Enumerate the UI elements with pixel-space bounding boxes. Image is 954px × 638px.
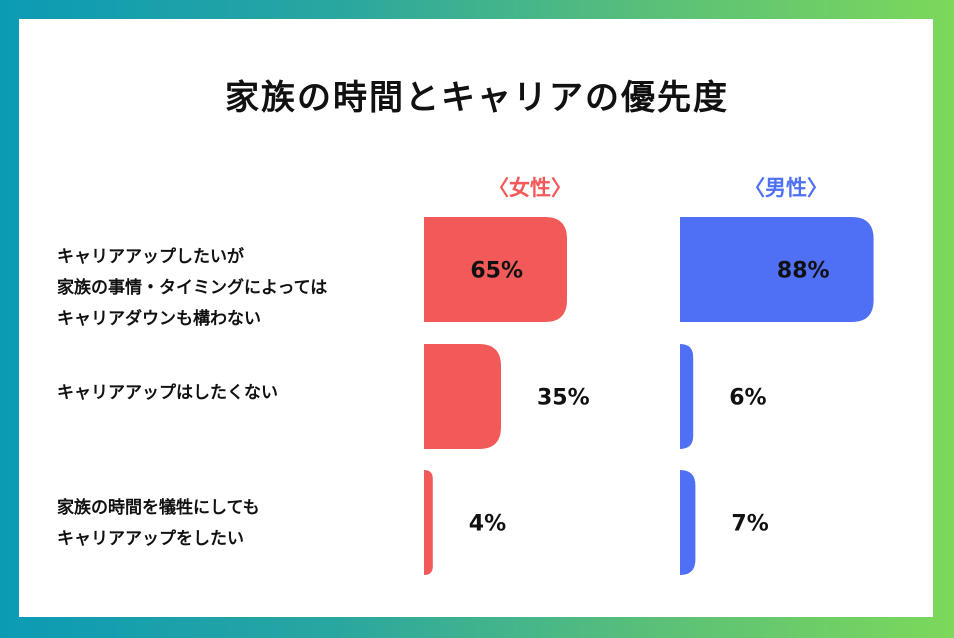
female-bar-2 [424,344,501,449]
male-value-label-1: 88% [777,259,830,284]
row-label-3-line-1: 家族の時間を犠牲にしても [57,498,260,518]
row-label-1: キャリアアップしたいが 家族の事情・タイミングによっては キャリアダウンも構わな… [57,242,327,335]
male-column-header: 〈男性〉 [744,176,828,200]
male-value-label-3: 7% [731,512,768,537]
male-bar-3 [680,470,696,575]
row-label-1-line-3: キャリアダウンも構わない [57,309,261,329]
row-label-3-line-2: キャリアアップをしたい [57,529,244,549]
row-label-3: 家族の時間を犠牲にしても キャリアアップをしたい [57,493,260,555]
row-label-2: キャリアアップはしたくない [57,378,278,409]
row-label-1-line-2: 家族の事情・タイミングによっては [57,278,328,298]
chart-title: 家族の時間とキャリアの優先度 [225,78,729,118]
male-bar-1 [680,217,874,322]
female-bar-1 [424,217,567,322]
female-value-label-1: 65% [470,259,523,284]
female-bar-3 [424,470,433,575]
row-label-2-line-1: キャリアアップはしたくない [57,383,278,403]
male-value-label-2: 6% [729,386,766,411]
male-bar-2 [680,344,694,449]
female-value-label-2: 35% [537,386,590,411]
female-value-label-3: 4% [469,512,506,537]
row-label-1-line-1: キャリアアップしたいが [57,247,244,267]
female-column-header: 〈女性〉 [488,176,572,200]
